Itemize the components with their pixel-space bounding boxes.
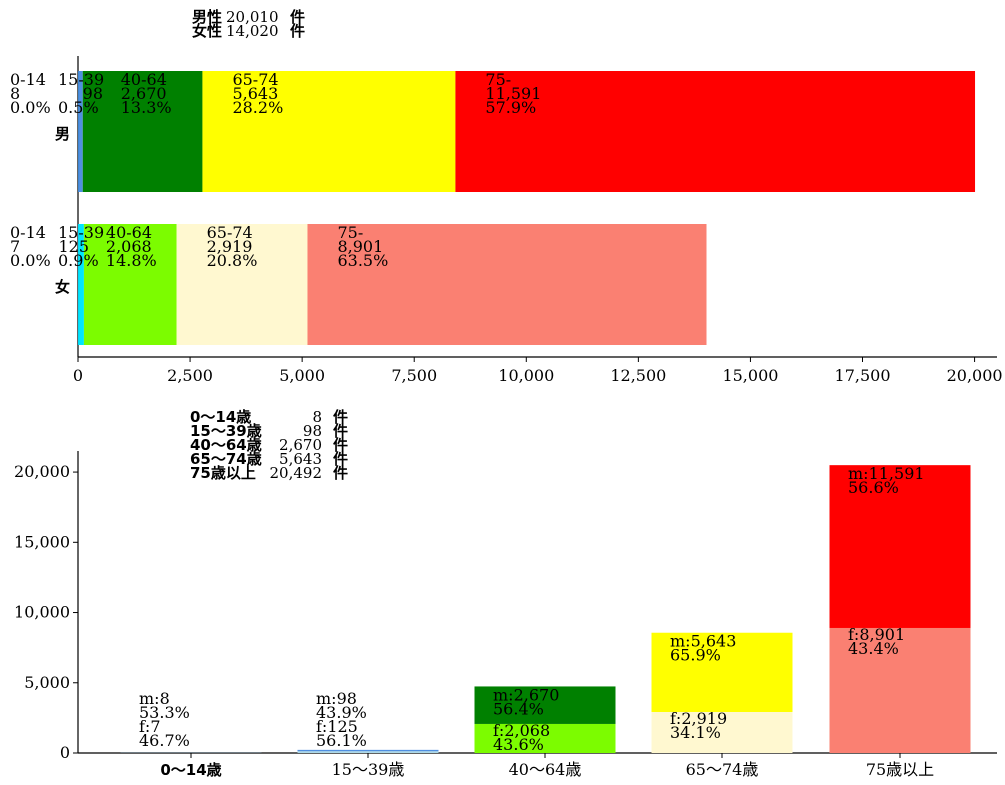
data-label-f-pct: 56.1% bbox=[316, 731, 367, 750]
x-tick-label: 40〜64歳 bbox=[509, 760, 582, 779]
x-tick-label: 0〜14歳 bbox=[160, 761, 221, 779]
x-tick-label: 20,000 bbox=[947, 366, 1003, 385]
segment-pct-label: 57.9% bbox=[485, 98, 536, 117]
x-tick-label: 15,000 bbox=[722, 366, 778, 385]
y-tick-label: 0 bbox=[60, 743, 70, 762]
y-tick-label: 20,000 bbox=[14, 462, 70, 481]
x-tick-label: 5,000 bbox=[279, 366, 325, 385]
segment-pct-label: 0.0% bbox=[10, 98, 51, 117]
segment-pct-label: 63.5% bbox=[337, 251, 388, 270]
x-tick-label: 7,500 bbox=[391, 366, 437, 385]
data-label-f-pct: 34.1% bbox=[670, 723, 721, 742]
x-tick-label: 65〜74歳 bbox=[686, 760, 759, 779]
bar-segment bbox=[298, 750, 439, 751]
summary-label: 75歳以上 bbox=[190, 464, 256, 482]
x-tick-label: 2,500 bbox=[167, 366, 213, 385]
data-label-f-pct: 43.6% bbox=[493, 735, 544, 754]
data-label-f-pct: 43.4% bbox=[848, 639, 899, 658]
data-label-f-pct: 46.7% bbox=[139, 731, 190, 750]
x-tick-label: 15〜39歳 bbox=[332, 760, 405, 779]
y-tick-label: 5,000 bbox=[24, 673, 70, 692]
x-tick-label: 75歳以上 bbox=[866, 760, 934, 779]
x-tick-label: 0 bbox=[73, 366, 83, 385]
x-tick-label: 17,500 bbox=[835, 366, 891, 385]
x-tick-label: 12,500 bbox=[610, 366, 666, 385]
summary-unit: 件 bbox=[290, 22, 305, 40]
segment-pct-label: 20.8% bbox=[207, 251, 258, 270]
data-label-m-pct: 56.4% bbox=[493, 699, 544, 718]
summary-unit: 件 bbox=[333, 464, 348, 482]
category-label: 男 bbox=[55, 125, 70, 143]
segment-pct-label: 0.9% bbox=[58, 251, 99, 270]
summary-value: 14,020 bbox=[226, 22, 279, 40]
segment-pct-label: 0.5% bbox=[58, 98, 99, 117]
segment-pct-label: 13.3% bbox=[121, 98, 172, 117]
segment-pct-label: 0.0% bbox=[10, 251, 51, 270]
summary-value: 20,492 bbox=[270, 464, 323, 482]
segment-pct-label: 14.8% bbox=[106, 251, 157, 270]
segment-pct-label: 28.2% bbox=[232, 98, 283, 117]
category-label: 女 bbox=[55, 278, 70, 296]
data-label-m-pct: 56.6% bbox=[848, 478, 899, 497]
bar-segment bbox=[298, 751, 439, 753]
x-tick-label: 10,000 bbox=[498, 366, 554, 385]
y-tick-label: 10,000 bbox=[14, 603, 70, 622]
data-label-m-pct: 65.9% bbox=[670, 646, 721, 665]
y-tick-label: 15,000 bbox=[14, 532, 70, 551]
summary-label: 女性 bbox=[192, 22, 222, 40]
